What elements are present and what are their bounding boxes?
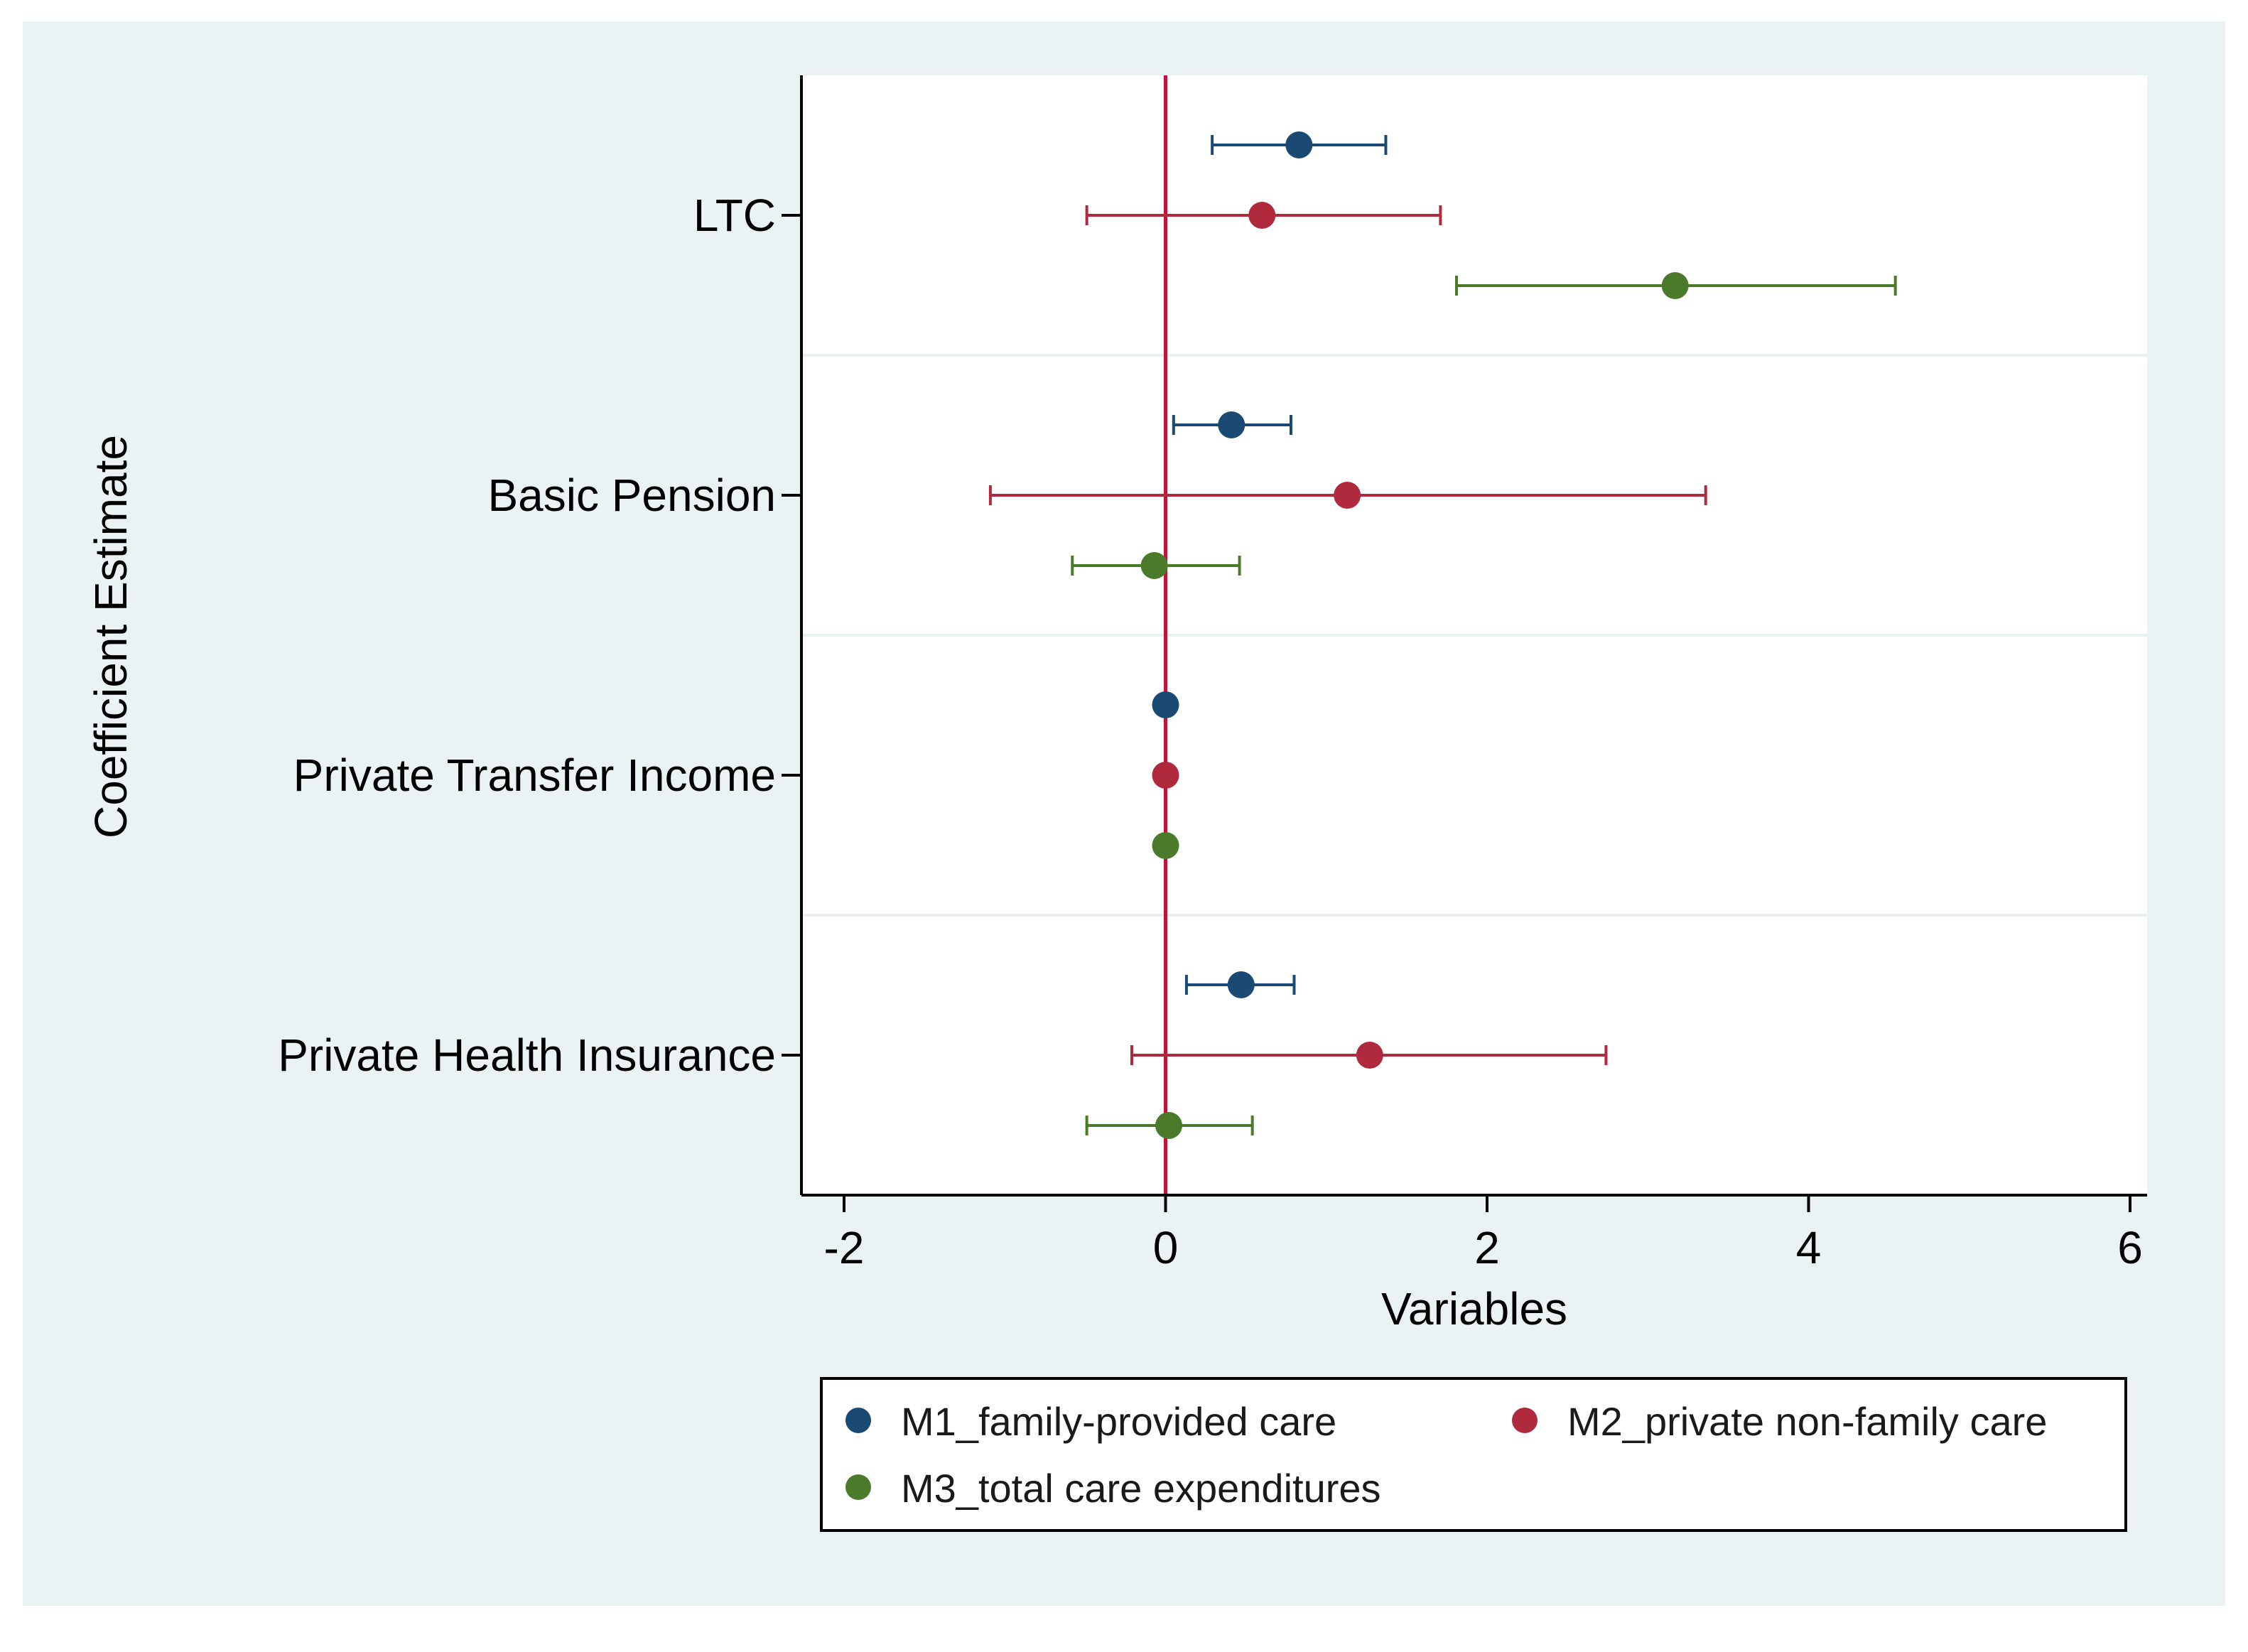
- point-estimate: [1661, 272, 1689, 299]
- y-tick-label: LTC: [693, 190, 776, 241]
- series-marks: [988, 131, 1897, 1139]
- estimate-group: [1172, 411, 1292, 438]
- y-tick-label: Private Transfer Income: [293, 750, 776, 801]
- y-ticks: LTC Basic Pension Private Transfer Income P…: [278, 190, 801, 1081]
- legend-box: [820, 1377, 2127, 1532]
- y-axis-title: Coefficient Estimate: [85, 435, 136, 838]
- point-estimate: [1152, 832, 1179, 859]
- point-estimate: [1356, 1042, 1383, 1069]
- legend-marker-m1: [845, 1408, 871, 1433]
- point-estimate: [1248, 202, 1276, 229]
- x-tick-label: -2: [824, 1222, 865, 1273]
- point-estimate: [1227, 971, 1255, 998]
- estimate-group: [1071, 552, 1241, 579]
- legend-label-m1: M1_family-provided care: [901, 1399, 1336, 1444]
- x-axis-title: Variables: [1381, 1283, 1567, 1334]
- estimate-group: [1152, 832, 1179, 859]
- legend-label-m3: M3_total care expenditures: [901, 1466, 1381, 1511]
- point-estimate: [1152, 691, 1179, 718]
- y-tick-label: Basic Pension: [487, 470, 776, 521]
- legend: M1_family-provided care M2_private non-f…: [820, 1377, 2127, 1532]
- x-tick-label: 4: [1796, 1222, 1822, 1273]
- x-tick-label: 2: [1474, 1222, 1500, 1273]
- x-ticks: -2 0 2 4 6: [824, 1195, 2143, 1273]
- estimate-group: [1455, 272, 1897, 299]
- estimate-group: [988, 482, 1707, 509]
- axes: [800, 75, 2147, 1197]
- x-tick-label: 6: [2117, 1222, 2143, 1273]
- point-estimate: [1334, 482, 1361, 509]
- legend-label-m2: M2_private non-family care: [1567, 1399, 2047, 1444]
- point-estimate: [1285, 131, 1313, 158]
- estimate-group: [1130, 1042, 1608, 1069]
- y-tick-label: Private Health Insurance: [278, 1030, 776, 1081]
- point-estimate: [1140, 552, 1168, 579]
- estimate-group: [1085, 1112, 1254, 1139]
- point-estimate: [1155, 1112, 1183, 1139]
- point-estimate: [1218, 411, 1245, 438]
- estimate-group: [1152, 691, 1179, 718]
- point-estimate: [1152, 762, 1179, 789]
- legend-marker-m2: [1512, 1408, 1538, 1433]
- legend-marker-m3: [845, 1474, 871, 1500]
- x-tick-label: 0: [1153, 1222, 1179, 1273]
- estimate-group: [1211, 131, 1388, 158]
- estimate-group: [1085, 202, 1442, 229]
- gridlines: [801, 354, 2147, 917]
- estimate-group: [1184, 971, 1296, 998]
- estimate-group: [1152, 762, 1179, 789]
